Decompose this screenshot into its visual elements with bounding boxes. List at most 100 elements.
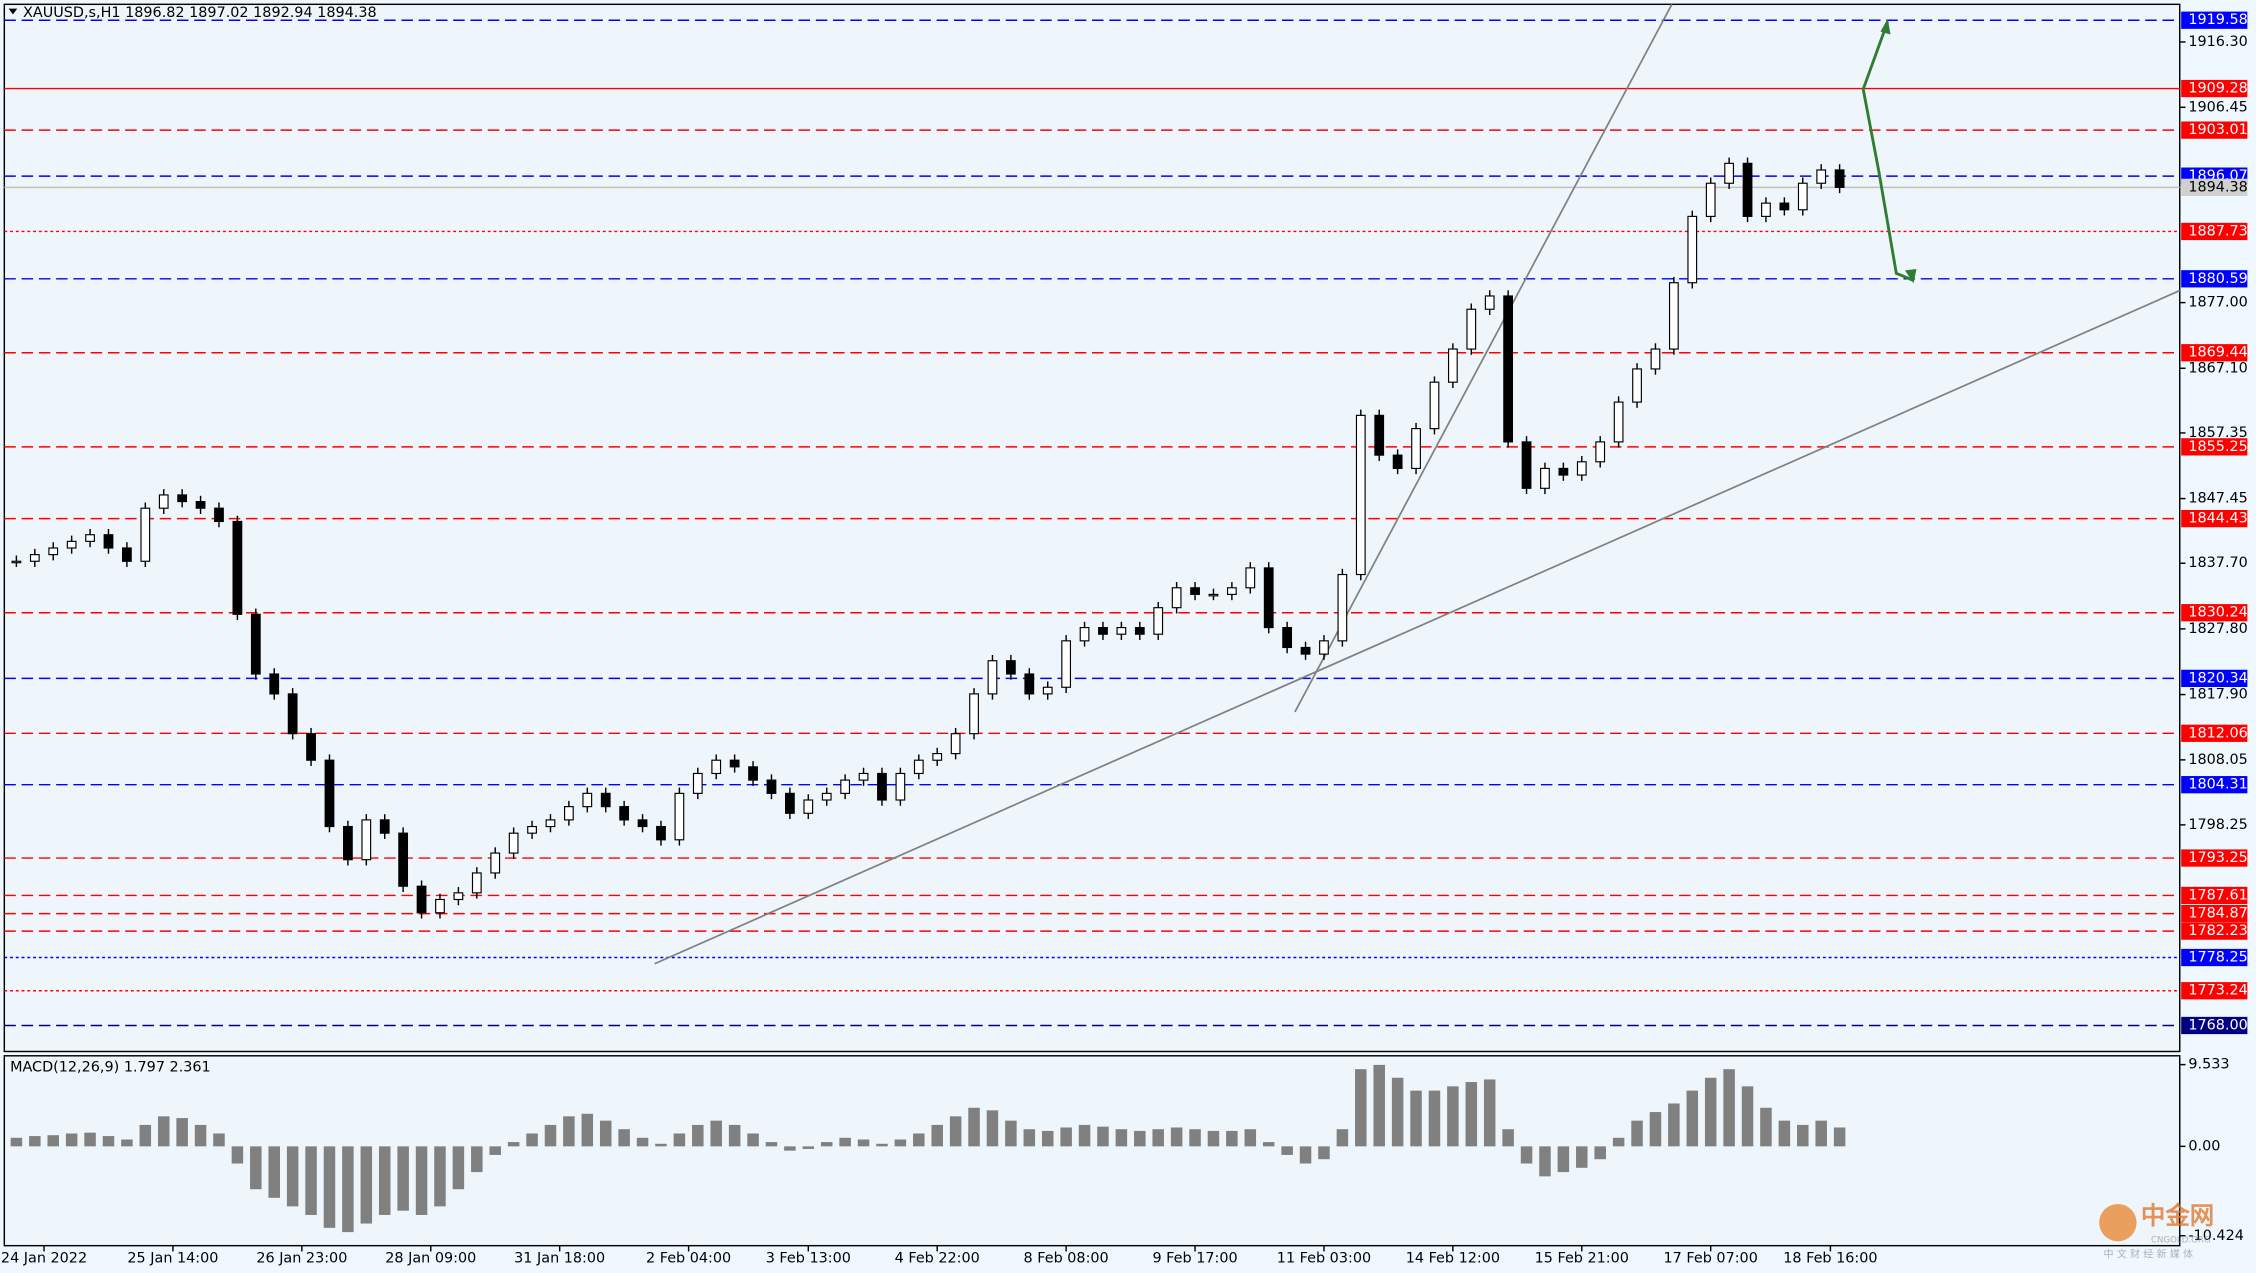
macd-bar xyxy=(65,1133,78,1147)
level-label: 1793.25 xyxy=(2188,850,2247,866)
level-label-box xyxy=(2181,922,2248,940)
x-tick-label: 15 Feb 21:00 xyxy=(1535,1251,1629,1267)
level-label: 1844.43 xyxy=(2188,511,2247,527)
macd-bar xyxy=(1281,1146,1293,1155)
x-tick-label: 24 Jan 2022 xyxy=(1,1251,87,1267)
candle-body xyxy=(1079,627,1090,642)
candle-body xyxy=(1724,162,1735,184)
level-label-box xyxy=(2181,886,2248,905)
macd-bar xyxy=(1391,1077,1404,1147)
candle-body xyxy=(969,693,979,735)
trend-line xyxy=(654,289,2181,965)
y-tick-label: 1916.30 xyxy=(2188,34,2247,50)
candle-body xyxy=(803,799,814,814)
macd-bar xyxy=(1649,1112,1662,1147)
level-label: 1909.28 xyxy=(2188,81,2247,97)
candle-body xyxy=(987,660,998,695)
macd-label: MACD(12,26,9) 1.797 2.361 xyxy=(10,1059,211,1075)
candle-body xyxy=(692,772,703,794)
candle-body xyxy=(729,759,740,768)
candle-body xyxy=(1687,215,1698,284)
candle-body xyxy=(11,560,22,564)
macd-bar xyxy=(1189,1129,1201,1147)
macd-bar xyxy=(360,1146,373,1224)
macd-bar xyxy=(434,1146,446,1207)
macd-bar xyxy=(1797,1124,1809,1147)
macd-bar xyxy=(1778,1120,1791,1147)
macd-bar xyxy=(857,1139,870,1147)
candle-body xyxy=(1134,627,1145,635)
candle-body xyxy=(1650,348,1661,370)
level-label-box xyxy=(2181,509,2248,528)
macd-bar xyxy=(1373,1064,1385,1147)
candle-body xyxy=(85,534,95,542)
level-label: 1782.23 xyxy=(2188,923,2247,939)
chart-title: XAUUSD,s,H1 1896.82 1897.02 1892.94 1894… xyxy=(23,5,377,21)
candle-body xyxy=(877,772,887,801)
watermark-site: CNGOLD.ORG xyxy=(2151,1235,2211,1245)
macd-bar xyxy=(599,1120,612,1147)
x-tick-label: 4 Feb 22:00 xyxy=(895,1251,980,1267)
candle-body xyxy=(1705,182,1716,217)
arrow-down xyxy=(1861,88,1915,282)
candle-body xyxy=(1263,567,1274,629)
level-label-box xyxy=(2181,849,2248,867)
macd-bar xyxy=(1336,1129,1349,1147)
macd-bar xyxy=(765,1142,778,1147)
macd-bar xyxy=(507,1142,520,1147)
macd-bar xyxy=(1815,1120,1827,1147)
macd-bar xyxy=(194,1124,207,1147)
menu-icon[interactable] xyxy=(8,8,18,15)
macd-bar xyxy=(1631,1120,1643,1147)
macd-bar xyxy=(1097,1126,1109,1147)
level-label-box xyxy=(2181,948,2248,967)
candle-body xyxy=(29,554,40,562)
arrow-up xyxy=(1861,21,1890,90)
macd-bar xyxy=(618,1129,630,1147)
level-label-box xyxy=(2181,776,2248,794)
candle-body xyxy=(1834,169,1845,188)
candle-body xyxy=(1190,587,1200,595)
candle-body xyxy=(748,766,758,781)
level-label: 1778.25 xyxy=(2188,950,2247,966)
y-tick-label: 1798.25 xyxy=(2188,817,2247,833)
candle-body xyxy=(1226,587,1237,595)
level-label: 1773.24 xyxy=(2188,983,2247,999)
y-tick-label: 1827.80 xyxy=(2188,621,2247,637)
candle-body xyxy=(416,885,427,914)
macd-y-tick-label: 9.533 xyxy=(2188,1057,2229,1073)
candle-body xyxy=(1061,640,1072,688)
x-tick-label: 28 Jan 09:00 xyxy=(385,1251,476,1267)
macd-bar xyxy=(655,1143,667,1147)
level-label-box xyxy=(2181,438,2248,456)
macd-bar xyxy=(1023,1129,1036,1147)
macd-bar xyxy=(1760,1107,1772,1147)
x-tick-label: 14 Feb 12:00 xyxy=(1406,1251,1500,1267)
candle-body xyxy=(1098,627,1108,635)
macd-bar xyxy=(1078,1124,1091,1147)
candle-body xyxy=(269,673,280,695)
y-tick-label: 1817.90 xyxy=(2188,687,2247,703)
macd-bar xyxy=(1447,1086,1459,1147)
watermark-brand: 中金网 xyxy=(2141,1201,2214,1230)
candle-body xyxy=(508,832,519,854)
macd-bar xyxy=(820,1142,833,1147)
level-label: 1787.61 xyxy=(2188,887,2247,903)
candle-body xyxy=(1245,567,1256,589)
macd-bar xyxy=(415,1146,428,1215)
level-label: 1869.44 xyxy=(2188,345,2247,361)
trend-line xyxy=(1294,3,1673,713)
y-tick-label: 1837.70 xyxy=(2188,555,2247,571)
candle-body xyxy=(1595,441,1606,463)
candle-body xyxy=(1668,282,1679,350)
candle-body xyxy=(1374,414,1385,456)
macd-bar xyxy=(471,1146,483,1173)
level-label-box xyxy=(2181,11,2248,29)
level-label-box xyxy=(2181,604,2248,622)
macd-bar xyxy=(1226,1130,1238,1147)
macd-bar xyxy=(710,1120,722,1147)
candle-body xyxy=(48,547,59,556)
macd-bar xyxy=(1262,1142,1275,1147)
x-tick-label: 26 Jan 23:00 xyxy=(256,1251,347,1267)
x-tick-label: 31 Jan 18:00 xyxy=(514,1251,605,1267)
